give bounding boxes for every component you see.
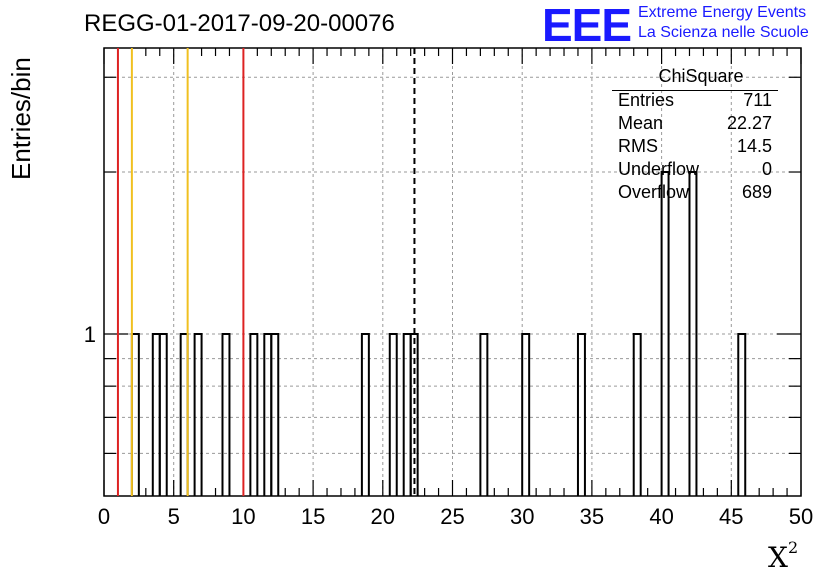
stats-value: 22.27: [726, 113, 772, 133]
stats-value: 0: [761, 159, 772, 179]
stats-row-underflow: Underflow 0: [612, 158, 772, 181]
y-axis-label: Entries/bin: [6, 57, 36, 180]
x-tick-label: 40: [649, 504, 673, 529]
histogram-bin: [360, 333, 370, 496]
x-tick-label: 20: [371, 504, 395, 529]
stats-row-mean: Mean 22.27: [612, 112, 772, 135]
stats-value: 14.5: [736, 136, 772, 156]
stats-row-overflow: Overflow 689: [612, 181, 772, 204]
stats-label: RMS: [618, 136, 658, 156]
stats-row-rms: RMS 14.5: [612, 135, 772, 158]
x-tick-label: 45: [719, 504, 743, 529]
x-tick-label: 10: [231, 504, 255, 529]
x-axis-label: X2: [768, 538, 798, 574]
eee-logo: EEE: [542, 0, 632, 51]
y-tick-label: 1: [84, 322, 96, 347]
histogram-bin: [688, 171, 698, 496]
x-tick-label: 5: [168, 504, 180, 529]
histogram-bin: [479, 333, 489, 496]
x-tick-label: 50: [789, 504, 813, 529]
stats-row-entries: Entries 711: [612, 89, 772, 112]
x-tick-label: 30: [510, 504, 534, 529]
histogram-bin: [521, 333, 531, 496]
stats-label: Mean: [618, 113, 664, 133]
histogram-bin: [249, 333, 259, 496]
histogram-bin: [409, 333, 419, 496]
histogram-bin: [221, 333, 231, 496]
logo-line-2: La Scienza nelle Scuole: [638, 24, 809, 41]
x-tick-label: 0: [98, 504, 110, 529]
stats-label: Entries: [618, 90, 675, 110]
histogram-bin: [193, 333, 203, 496]
x-tick-label: 15: [301, 504, 325, 529]
stats-value: 711: [743, 90, 772, 110]
chart-title: REGG-01-2017-09-20-00076: [84, 10, 395, 37]
histogram-bin: [388, 333, 398, 496]
histogram-bin: [158, 333, 168, 496]
histogram-bin: [632, 333, 642, 496]
x-axis-label-sup: 2: [787, 538, 799, 557]
stats-label: Overflow: [618, 182, 690, 202]
x-tick-label: 25: [440, 504, 464, 529]
stats-title-rule: [612, 90, 778, 91]
stats-box: ChiSquare Entries 711 Mean 22.27 RMS 14.5 U…: [612, 66, 778, 204]
histogram-bin: [270, 333, 280, 496]
x-tick-label: 35: [580, 504, 604, 529]
histogram-bin: [660, 171, 670, 496]
stats-label: Underflow: [618, 159, 700, 179]
x-axis-label-base: X: [768, 541, 788, 574]
histogram-bin: [576, 333, 586, 496]
logo-line-1: Extreme Energy Events: [638, 4, 807, 21]
stats-value: 689: [741, 182, 772, 202]
stats-title: ChiSquare: [658, 66, 744, 86]
histogram-bin: [737, 333, 747, 496]
